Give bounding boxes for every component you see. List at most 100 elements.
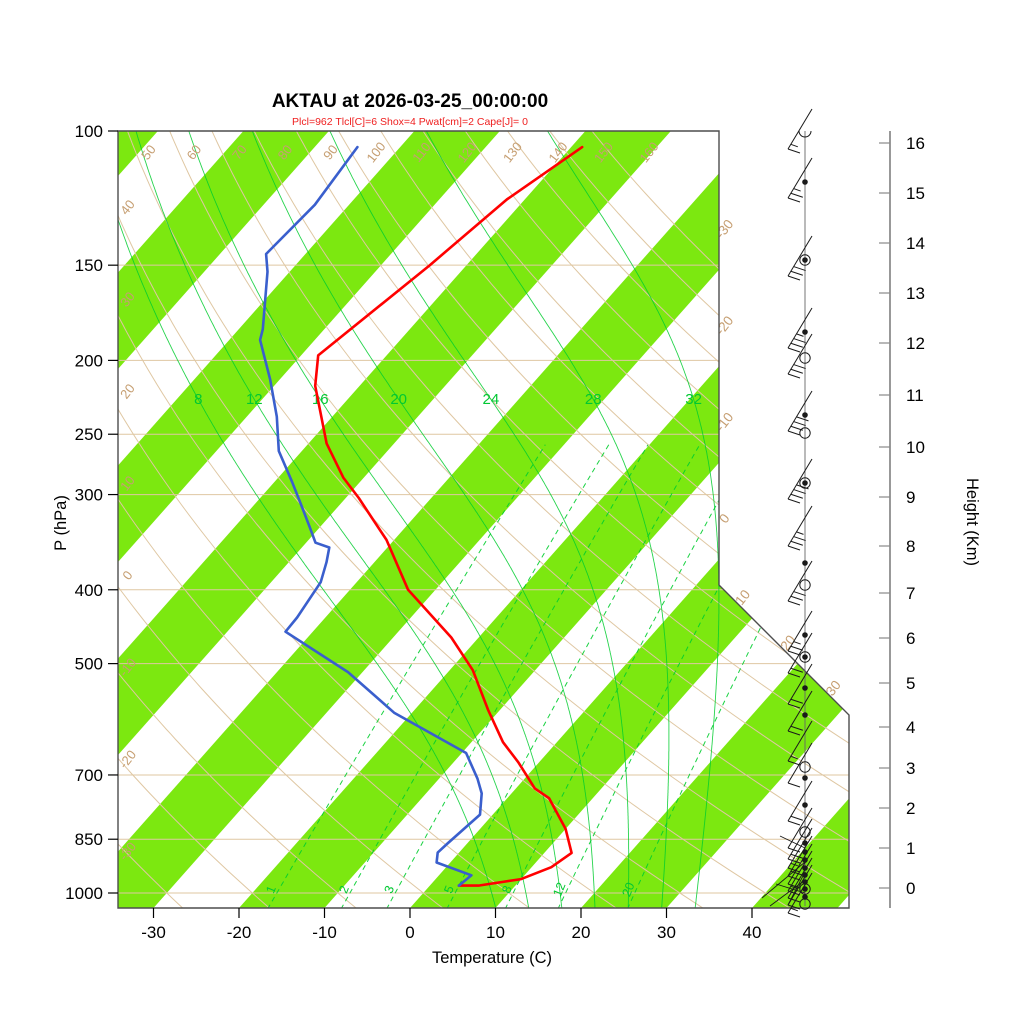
chart-subtitle-indices: Plcl=962 Tlcl[C]=6 Shox=4 Pwat[cm]=2 Cap…	[292, 116, 528, 128]
dry-adiabat-label-left: 40	[117, 197, 138, 218]
wind-level-dot	[802, 775, 808, 781]
wind-level-dot	[802, 257, 808, 263]
pressure-axis-title: P (hPa)	[52, 495, 70, 551]
wind-barb	[787, 843, 813, 889]
sounding-curves-layer	[258, 145, 584, 887]
moist-adiabat-label: 8	[194, 391, 202, 408]
wind-level-dot	[802, 480, 808, 486]
wind-level-circle	[799, 651, 811, 663]
wind-cluster-stroke	[761, 861, 806, 899]
pressure-tick-label: 250	[75, 425, 103, 444]
height-tick-label: 7	[906, 584, 915, 603]
mixing-ratio-label: 20	[619, 880, 637, 898]
wind-level-circle	[799, 761, 811, 773]
wind-level-dot	[802, 712, 808, 718]
wind-barb	[787, 690, 813, 736]
temp-tick-label: -20	[227, 923, 252, 942]
moist-adiabat-line	[188, 131, 563, 908]
pressure-tick-label: 850	[75, 830, 103, 849]
dry-adiabat-label-top: 130	[500, 139, 525, 165]
height-tick-label: 1	[906, 839, 915, 858]
wind-barb	[787, 864, 813, 910]
height-tick-label: 3	[906, 759, 915, 778]
dry-adiabat-label-left: 20	[117, 381, 138, 402]
dry-adiabat-line	[456, 131, 849, 908]
height-tick-label: 14	[906, 234, 925, 253]
wind-level-dot	[802, 802, 808, 808]
wind-barb	[787, 333, 813, 379]
moist-adiabat-line	[329, 131, 630, 908]
mixing-ratio-line	[504, 444, 751, 908]
dry-adiabat-line	[118, 131, 705, 908]
pressure-tick-label: 150	[75, 256, 103, 275]
dry-adiabat-line	[498, 131, 849, 908]
dry-adiabat-line	[289, 131, 849, 908]
moist-adiabat-label: 20	[390, 391, 407, 408]
wind-staff-top-marker	[798, 130, 812, 138]
height-tick-label: 16	[906, 134, 925, 153]
dry-adiabat-label-top: 60	[184, 142, 205, 163]
wind-level-dot	[802, 560, 808, 566]
wind-barb	[787, 560, 813, 606]
mixing-ratio-label: 3	[381, 884, 397, 896]
height-tick-label: 4	[906, 718, 915, 737]
height-tick-label: 2	[906, 799, 915, 818]
dewpoint-curve	[258, 145, 484, 887]
height-tick-label: 5	[906, 674, 915, 693]
isotherm-band	[118, 131, 842, 908]
wind-barb	[787, 632, 813, 678]
dry-adiabat-label-top: 100	[363, 139, 388, 165]
wind-level-dot	[802, 685, 808, 691]
wind-barb	[787, 663, 813, 709]
isotherm-band	[581, 131, 849, 908]
wind-level-dot	[802, 894, 808, 900]
dry-adiabat-line	[581, 131, 849, 908]
height-tick-label: 8	[906, 537, 915, 556]
wind-level-circle	[799, 477, 811, 489]
wind-level-circle	[799, 254, 811, 266]
temp-tick-label: 0	[405, 923, 414, 942]
isotherm-label: -20	[713, 313, 737, 338]
wind-barb-layer	[761, 108, 813, 918]
wind-barb	[787, 872, 813, 918]
pressure-tick-label: 300	[75, 486, 103, 505]
temp-tick-label: -10	[312, 923, 337, 942]
pressure-tick-label: 400	[75, 581, 103, 600]
height-tick-label: 0	[906, 879, 915, 898]
wind-barb	[787, 108, 813, 154]
wind-cluster-stroke	[775, 883, 806, 894]
dry-adiabat-line	[206, 131, 849, 908]
wind-barb	[787, 458, 813, 504]
moist-adiabat-label: 32	[685, 391, 702, 408]
temperature-axis-title: Temperature (C)	[432, 949, 552, 967]
dry-adiabat-line	[247, 131, 849, 908]
pressure-tick-label: 700	[75, 766, 103, 785]
dry-adiabat-line	[540, 131, 849, 908]
dry-adiabat-line	[118, 131, 358, 908]
wind-cluster-stroke	[769, 879, 806, 907]
dry-adiabat-line	[118, 131, 445, 908]
dry-adiabat-label-top: 90	[320, 142, 341, 163]
wind-level-dot	[802, 329, 808, 335]
chart-background-layer	[118, 131, 849, 908]
wind-level-circle	[799, 427, 811, 439]
wind-barb	[787, 780, 813, 826]
wind-level-dot	[802, 654, 808, 660]
plot-border	[117, 130, 850, 909]
dry-adiabat-line	[118, 131, 271, 908]
wind-barb	[787, 818, 813, 864]
wind-barb	[787, 505, 813, 551]
moist-adiabat-label: 12	[246, 391, 263, 408]
moist-adiabat-line	[425, 131, 670, 908]
temp-tick-label: 30	[657, 923, 676, 942]
height-tick-label: 13	[906, 284, 925, 303]
dry-adiabat-line	[118, 131, 792, 908]
wind-level-dot	[802, 179, 808, 185]
height-tick-label: 9	[906, 488, 915, 507]
height-tick-label: 12	[906, 334, 925, 353]
pressure-tick-label: 1000	[65, 884, 103, 903]
chart-title: AKTAU at 2026-03-25_00:00:00	[272, 91, 548, 112]
dry-adiabat-line	[118, 131, 618, 908]
